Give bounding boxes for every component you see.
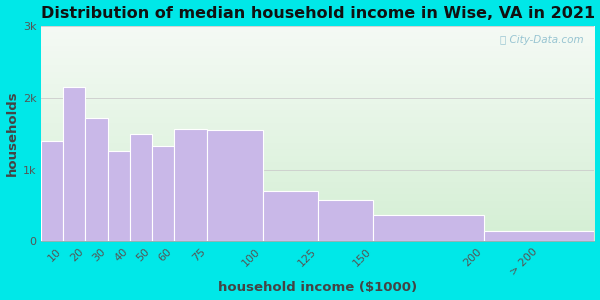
Text: ⓘ City-Data.com: ⓘ City-Data.com xyxy=(500,34,583,44)
Bar xyxy=(373,215,484,242)
Bar xyxy=(207,130,263,242)
X-axis label: household income ($1000): household income ($1000) xyxy=(218,281,418,294)
Bar xyxy=(130,134,152,242)
Bar xyxy=(85,118,107,242)
Bar xyxy=(318,200,373,242)
Title: Distribution of median household income in Wise, VA in 2021: Distribution of median household income … xyxy=(41,6,595,21)
Bar xyxy=(107,151,130,242)
Y-axis label: households: households xyxy=(5,91,19,176)
Bar xyxy=(263,191,318,242)
Bar xyxy=(152,146,174,242)
Bar xyxy=(64,87,85,242)
Bar xyxy=(41,141,64,242)
Bar xyxy=(174,129,207,242)
Bar xyxy=(484,231,595,242)
